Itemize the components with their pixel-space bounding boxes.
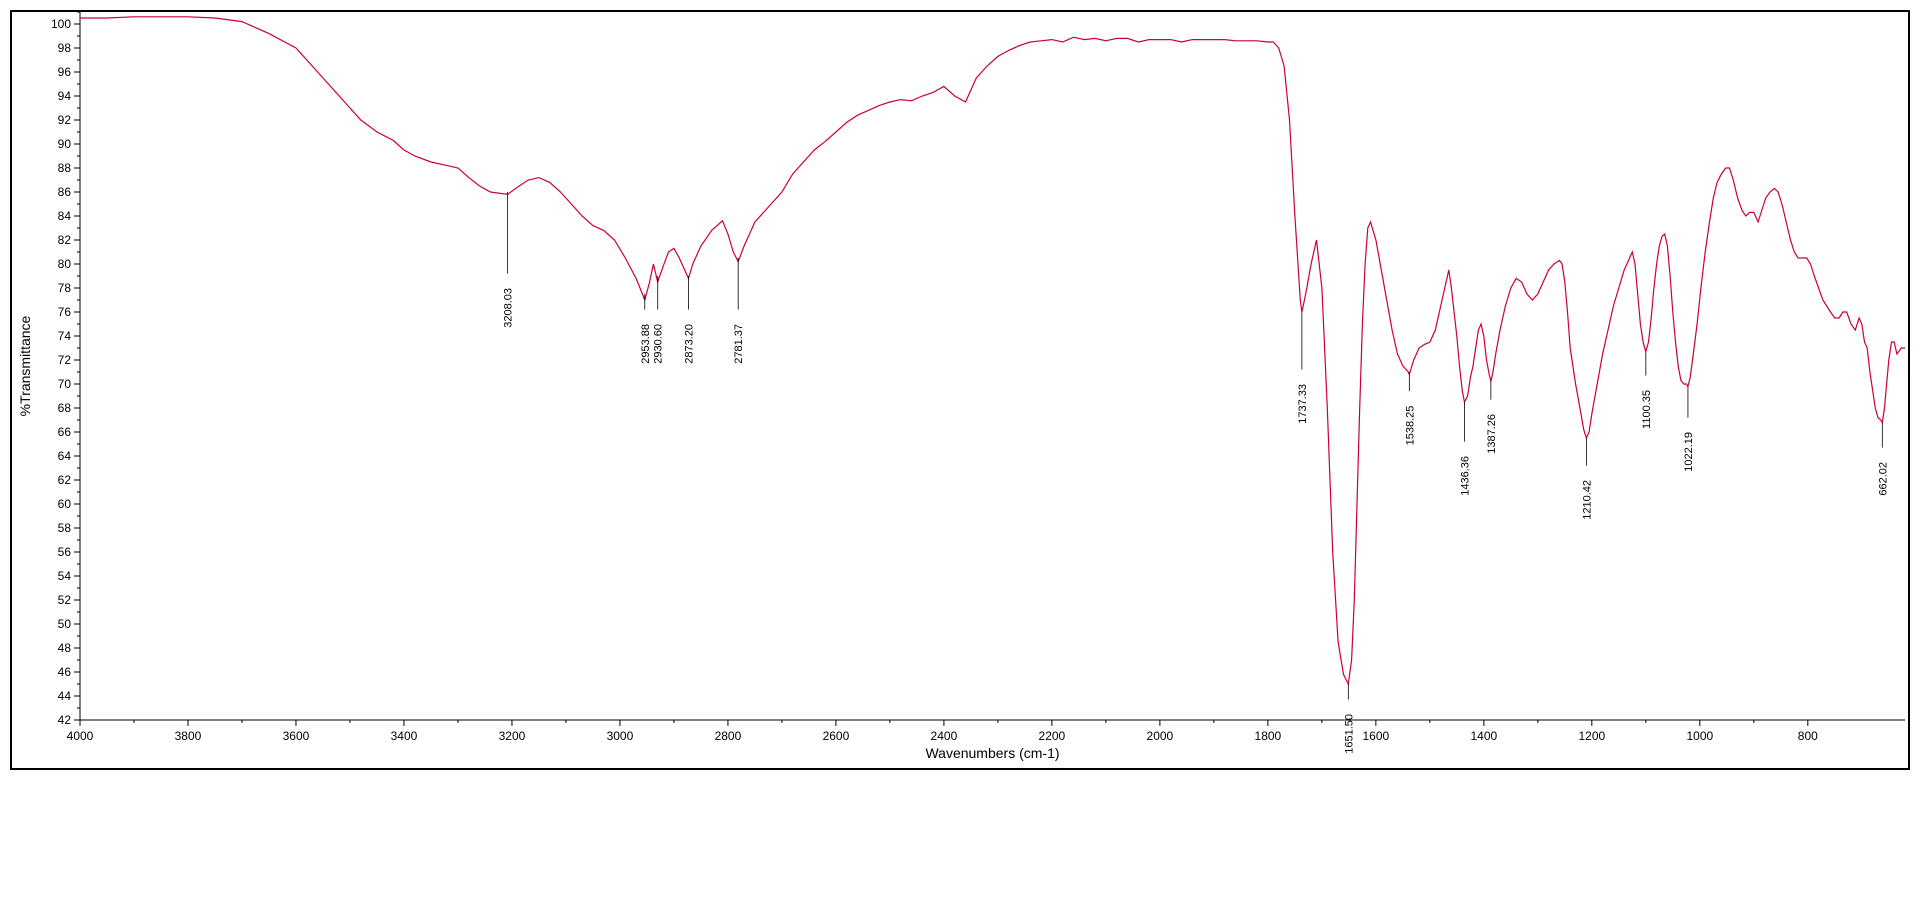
x-tick-label: 1200 [1578, 729, 1605, 743]
peak-label: 1387.26 [1486, 414, 1498, 454]
peak-label: 3208.03 [503, 288, 515, 328]
y-tick-label: 70 [58, 377, 72, 391]
y-tick-label: 66 [58, 425, 72, 439]
y-tick-label: 42 [58, 713, 72, 727]
y-tick-label: 92 [58, 113, 72, 127]
x-tick-label: 4000 [67, 729, 94, 743]
x-tick-label: 3000 [607, 729, 634, 743]
y-tick-label: 84 [58, 209, 72, 223]
y-tick-label: 60 [58, 497, 72, 511]
peak-label: 1100.35 [1641, 390, 1653, 429]
y-tick-label: 50 [58, 617, 72, 631]
x-tick-label: 1800 [1255, 729, 1282, 743]
peak-label: 2953.88 [640, 324, 652, 364]
x-tick-label: 3600 [283, 729, 310, 743]
y-tick-label: 48 [58, 641, 72, 655]
y-tick-label: 78 [58, 281, 72, 295]
x-tick-label: 2000 [1147, 729, 1174, 743]
x-tick-label: 2400 [931, 729, 958, 743]
y-tick-label: 80 [58, 257, 72, 271]
x-tick-label: 1000 [1686, 729, 1713, 743]
y-tick-label: 62 [58, 473, 72, 487]
y-tick-label: 68 [58, 401, 72, 415]
peak-label: 2873.20 [684, 324, 696, 364]
y-tick-label: 64 [58, 449, 72, 463]
peak-label: 1436.36 [1459, 456, 1471, 496]
y-tick-label: 96 [58, 65, 72, 79]
peak-label: 662.02 [1877, 462, 1889, 496]
spectrum-line [80, 17, 1905, 684]
peak-label: 2930.60 [653, 324, 665, 364]
x-tick-label: 3400 [391, 729, 418, 743]
y-tick-label: 94 [58, 89, 72, 103]
x-tick-label: 1600 [1363, 729, 1390, 743]
peak-label: 1022.19 [1683, 432, 1695, 472]
y-tick-label: 90 [58, 137, 72, 151]
x-axis-label: Wavenumbers (cm-1) [925, 745, 1059, 761]
spectrum-chart: 42 44 46 48 50 52 54 56 58 60 62 64 66 68 70 72 74 76 78 80… [0, 0, 1920, 908]
x-tick-label: 800 [1798, 729, 1818, 743]
y-tick-label: 46 [58, 665, 72, 679]
y-tick-label: 76 [58, 305, 72, 319]
x-tick-label: 2800 [715, 729, 742, 743]
x-tick-label: 3200 [499, 729, 526, 743]
peak-label: 1538.25 [1404, 406, 1416, 446]
y-axis-label: %Transmittance [17, 315, 33, 416]
y-tick-label: 86 [58, 185, 72, 199]
y-tick-label: 82 [58, 233, 72, 247]
y-tick-label: 100 [51, 17, 71, 31]
x-tick-label: 2600 [823, 729, 850, 743]
x-tick-label: 2200 [1039, 729, 1066, 743]
y-tick-label: 98 [58, 41, 72, 55]
y-tick-label: 44 [58, 689, 72, 703]
y-tick-label: 54 [58, 569, 72, 583]
y-tick-label: 52 [58, 593, 72, 607]
x-tick-label: 3800 [175, 729, 202, 743]
y-tick-label: 58 [58, 521, 72, 535]
y-tick-label: 72 [58, 353, 72, 367]
y-tick-label: 56 [58, 545, 72, 559]
peak-label: 1210.42 [1581, 480, 1593, 520]
peak-label: 2781.37 [733, 324, 745, 364]
peak-label: 1737.33 [1297, 384, 1309, 424]
peak-label: 1651.50 [1343, 714, 1355, 754]
x-tick-label: 1400 [1470, 729, 1497, 743]
y-tick-label: 74 [58, 329, 72, 343]
y-tick-label: 88 [58, 161, 72, 175]
